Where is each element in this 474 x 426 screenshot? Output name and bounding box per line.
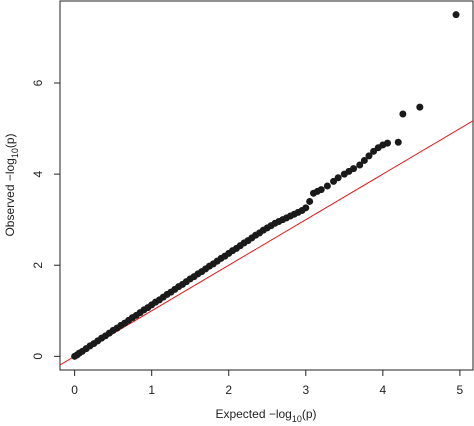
point: [302, 204, 310, 212]
x-tick-label: 5: [457, 383, 464, 397]
point: [394, 138, 402, 146]
point: [306, 197, 314, 205]
x-tick-label: 4: [380, 383, 387, 397]
point: [399, 110, 407, 118]
point: [350, 165, 358, 173]
point: [416, 103, 424, 111]
x-tick-label: 3: [302, 383, 309, 397]
y-label-suffix: (p): [3, 133, 17, 148]
y-tick-label: 2: [31, 262, 45, 269]
y-tick-label: 4: [31, 170, 45, 177]
x-label-main: Expected −log: [215, 407, 291, 421]
x-axis-label: Expected −log10(p): [215, 407, 316, 424]
plot-frame: [59, 0, 474, 371]
x-tick-label: 0: [71, 383, 78, 397]
point: [356, 161, 364, 169]
x-tick-label: 1: [148, 383, 155, 397]
point: [317, 186, 325, 194]
y-axis-label: Observed −log10(p): [3, 133, 20, 236]
y-tick-label: 0: [31, 353, 45, 360]
y-label-subscript: 10: [10, 148, 20, 158]
y-label-main: Observed −log: [3, 158, 17, 236]
point: [334, 174, 342, 182]
x-label-suffix: (p): [302, 407, 317, 421]
point: [365, 152, 373, 160]
x-label-subscript: 10: [292, 414, 302, 424]
y-tick-label: 6: [31, 79, 45, 86]
plot-area: [60, 11, 473, 366]
x-tick-label: 2: [225, 383, 232, 397]
point: [383, 139, 391, 147]
point: [323, 182, 331, 190]
point: [360, 156, 368, 164]
reference-line: [60, 120, 473, 366]
point: [452, 11, 460, 19]
